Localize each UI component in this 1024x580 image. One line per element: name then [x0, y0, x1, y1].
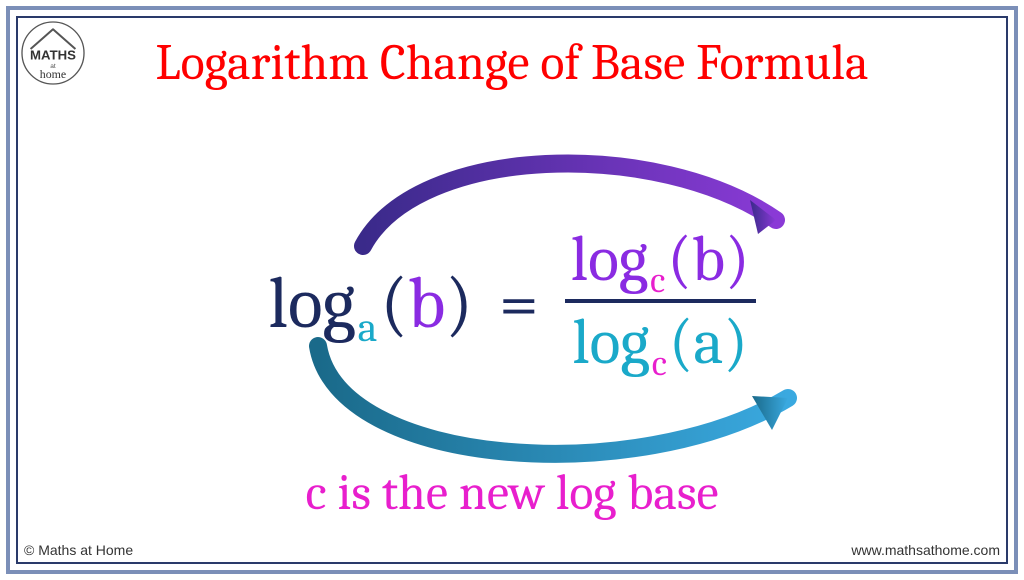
paren-open: (	[380, 262, 408, 345]
equals: =	[499, 262, 539, 345]
log-text: log	[268, 262, 355, 345]
den-sub-c: c	[652, 345, 667, 383]
arg-b: b	[408, 262, 445, 345]
site-url: www.mathsathome.com	[851, 542, 1000, 558]
numerator: log c ( b )	[565, 226, 756, 293]
formula: log a ( b ) = log c ( b )	[18, 138, 1006, 468]
formula-area: log a ( b ) = log c ( b )	[18, 138, 1006, 468]
num-log: log	[571, 226, 648, 293]
num-sub-c: c	[650, 262, 665, 300]
den-a: a	[693, 309, 723, 376]
denominator: log c ( a )	[566, 309, 754, 376]
den-close: )	[723, 309, 747, 376]
den-open: (	[669, 309, 693, 376]
outer-frame: MATHS at home Logarithm Change of Base F…	[6, 6, 1018, 574]
inner-frame: MATHS at home Logarithm Change of Base F…	[16, 16, 1008, 564]
num-close: )	[725, 226, 749, 293]
num-b: b	[692, 226, 725, 293]
caption: c is the new log base	[18, 464, 1006, 522]
copyright-text: © Maths at Home	[24, 542, 133, 558]
sub-a: a	[358, 303, 378, 352]
fraction: log c ( b ) log c ( a )	[565, 226, 756, 376]
num-open: (	[667, 226, 691, 293]
den-log: log	[572, 309, 649, 376]
page-title: Logarithm Change of Base Formula	[18, 34, 1006, 92]
paren-close: )	[445, 262, 473, 345]
lhs: log a ( b )	[268, 262, 472, 345]
